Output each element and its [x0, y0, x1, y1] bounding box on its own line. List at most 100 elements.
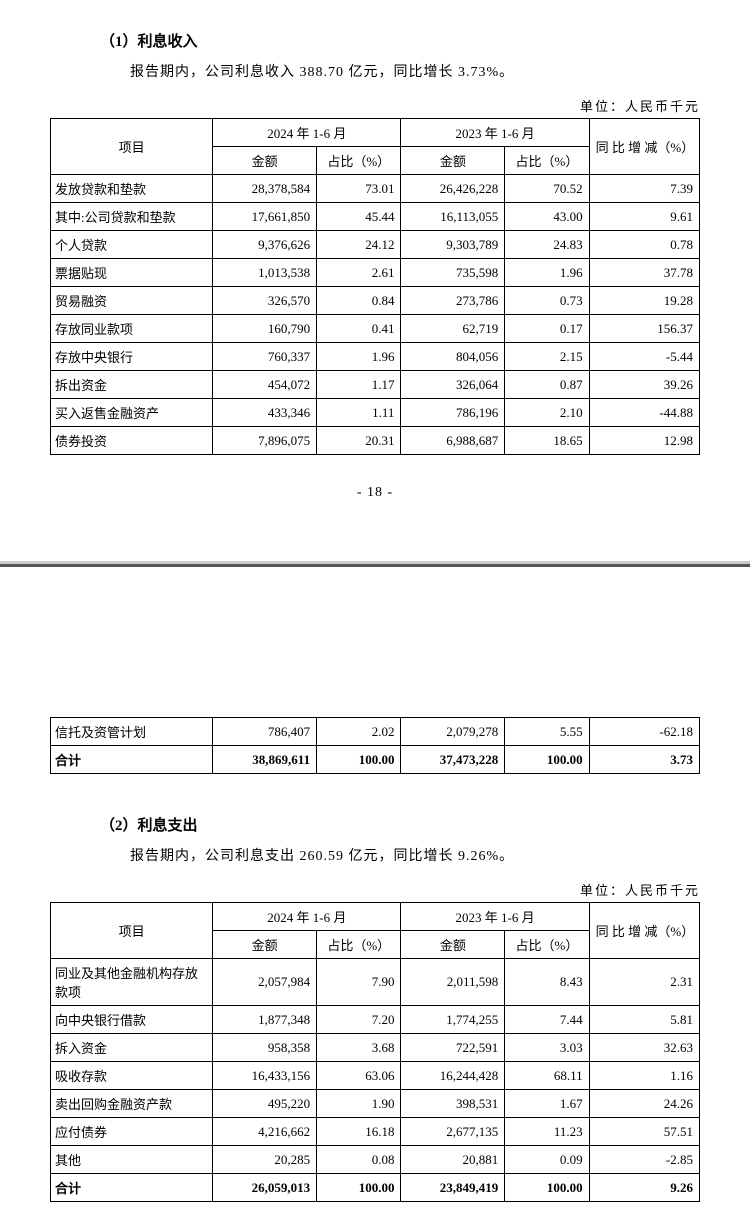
- cell-amt1: 1,877,348: [213, 1006, 317, 1034]
- page-top: （1）利息收入 报告期内，公司利息收入 388.70 亿元，同比增长 3.73%…: [0, 0, 750, 531]
- cell-amt1: 20,285: [213, 1146, 317, 1174]
- section2-unit: 单位：人民币千元: [50, 880, 700, 899]
- cell-pct2: 100.00: [505, 1174, 589, 1202]
- cell-pct1: 2.61: [317, 259, 401, 287]
- cell-delta: 9.26: [589, 1174, 699, 1202]
- cell-amt2: 2,011,598: [401, 959, 505, 1006]
- cell-amt2: 16,113,055: [401, 203, 505, 231]
- cell-amt1: 160,790: [213, 315, 317, 343]
- cell-name: 存放同业款项: [51, 315, 213, 343]
- cell-amt2: 23,849,419: [401, 1174, 505, 1202]
- cell-name: 向中央银行借款: [51, 1006, 213, 1034]
- th2-amt2: 金额: [401, 931, 505, 959]
- table1-body: 发放贷款和垫款28,378,58473.0126,426,22870.527.3…: [51, 175, 700, 455]
- th-item: 项目: [51, 119, 213, 175]
- cell-amt1: 1,013,538: [213, 259, 317, 287]
- th-period1: 2024 年 1-6 月: [213, 119, 401, 147]
- cell-amt1: 2,057,984: [213, 959, 317, 1006]
- cell-amt1: 9,376,626: [213, 231, 317, 259]
- table1: 项目 2024 年 1-6 月 2023 年 1-6 月 同 比 增 减（%） …: [50, 118, 700, 455]
- cell-pct1: 0.84: [317, 287, 401, 315]
- cell-pct1: 20.31: [317, 427, 401, 455]
- cell-delta: 39.26: [589, 371, 699, 399]
- cell-pct1: 16.18: [317, 1118, 401, 1146]
- cell-delta: 19.28: [589, 287, 699, 315]
- cell-pct1: 0.08: [317, 1146, 401, 1174]
- cell-amt2: 1,774,255: [401, 1006, 505, 1034]
- th-pct1: 占比（%）: [317, 147, 401, 175]
- table-row: 信托及资管计划786,4072.022,079,2785.55-62.18: [51, 718, 700, 746]
- cell-pct1: 45.44: [317, 203, 401, 231]
- th-delta: 同 比 增 减（%）: [589, 119, 699, 175]
- th2-period1: 2024 年 1-6 月: [213, 903, 401, 931]
- table2: 项目 2024 年 1-6 月 2023 年 1-6 月 同 比 增 减（%） …: [50, 902, 700, 1202]
- th2-delta: 同 比 增 减（%）: [589, 903, 699, 959]
- cell-amt2: 273,786: [401, 287, 505, 315]
- cell-pct2: 1.67: [505, 1090, 589, 1118]
- cell-name: 吸收存款: [51, 1062, 213, 1090]
- th2-pct2: 占比（%）: [505, 931, 589, 959]
- cell-delta: -62.18: [589, 718, 699, 746]
- table-row: 存放中央银行760,3371.96804,0562.15-5.44: [51, 343, 700, 371]
- table2-body: 同业及其他金融机构存放款项2,057,9847.902,011,5988.432…: [51, 959, 700, 1202]
- cell-pct2: 3.03: [505, 1034, 589, 1062]
- cell-amt2: 6,988,687: [401, 427, 505, 455]
- cell-name: 信托及资管计划: [51, 718, 213, 746]
- cell-delta: -2.85: [589, 1146, 699, 1174]
- th2-item: 项目: [51, 903, 213, 959]
- section2-title: （2）利息支出: [100, 814, 700, 835]
- cell-pct1: 100.00: [317, 746, 401, 774]
- cell-delta: -44.88: [589, 399, 699, 427]
- cell-pct2: 0.09: [505, 1146, 589, 1174]
- page-bottom: 信托及资管计划786,4072.022,079,2785.55-62.18合计3…: [0, 567, 750, 1232]
- table1-cont-body: 信托及资管计划786,4072.022,079,2785.55-62.18合计3…: [51, 718, 700, 774]
- cell-pct1: 7.20: [317, 1006, 401, 1034]
- cell-delta: 57.51: [589, 1118, 699, 1146]
- cell-amt2: 804,056: [401, 343, 505, 371]
- cell-amt1: 4,216,662: [213, 1118, 317, 1146]
- table-row: 债券投资7,896,07520.316,988,68718.6512.98: [51, 427, 700, 455]
- cell-delta: 37.78: [589, 259, 699, 287]
- cell-pct2: 18.65: [505, 427, 589, 455]
- table-row: 拆入资金958,3583.68722,5913.0332.63: [51, 1034, 700, 1062]
- cell-amt1: 16,433,156: [213, 1062, 317, 1090]
- cell-amt2: 26,426,228: [401, 175, 505, 203]
- table1-cont: 信托及资管计划786,4072.022,079,2785.55-62.18合计3…: [50, 717, 700, 774]
- table-row: 买入返售金融资产433,3461.11786,1962.10-44.88: [51, 399, 700, 427]
- table-row: 卖出回购金融资产款495,2201.90398,5311.6724.26: [51, 1090, 700, 1118]
- cell-delta: 12.98: [589, 427, 699, 455]
- cell-delta: 156.37: [589, 315, 699, 343]
- cell-pct2: 8.43: [505, 959, 589, 1006]
- cell-amt1: 7,896,075: [213, 427, 317, 455]
- cell-amt2: 326,064: [401, 371, 505, 399]
- cell-amt1: 26,059,013: [213, 1174, 317, 1202]
- cell-amt1: 760,337: [213, 343, 317, 371]
- table-row: 同业及其他金融机构存放款项2,057,9847.902,011,5988.432…: [51, 959, 700, 1006]
- cell-pct2: 24.83: [505, 231, 589, 259]
- cell-pct2: 2.10: [505, 399, 589, 427]
- cell-pct1: 1.90: [317, 1090, 401, 1118]
- table-row: 票据贴现1,013,5382.61735,5981.9637.78: [51, 259, 700, 287]
- table-row: 其他20,2850.0820,8810.09-2.85: [51, 1146, 700, 1174]
- cell-amt2: 62,719: [401, 315, 505, 343]
- cell-amt2: 722,591: [401, 1034, 505, 1062]
- th2-pct1: 占比（%）: [317, 931, 401, 959]
- table-row: 其中:公司贷款和垫款17,661,85045.4416,113,05543.00…: [51, 203, 700, 231]
- cell-delta: 32.63: [589, 1034, 699, 1062]
- cell-name: 合计: [51, 1174, 213, 1202]
- cell-amt2: 20,881: [401, 1146, 505, 1174]
- table-row: 存放同业款项160,7900.4162,7190.17156.37: [51, 315, 700, 343]
- cell-pct1: 1.17: [317, 371, 401, 399]
- cell-pct2: 7.44: [505, 1006, 589, 1034]
- cell-name: 拆出资金: [51, 371, 213, 399]
- page-number: - 18 -: [50, 485, 700, 501]
- cell-pct1: 24.12: [317, 231, 401, 259]
- total-row: 合计38,869,611100.0037,473,228100.003.73: [51, 746, 700, 774]
- th-pct2: 占比（%）: [505, 147, 589, 175]
- cell-amt2: 786,196: [401, 399, 505, 427]
- cell-amt1: 326,570: [213, 287, 317, 315]
- cell-pct2: 11.23: [505, 1118, 589, 1146]
- cell-amt2: 2,079,278: [401, 718, 505, 746]
- cell-pct1: 63.06: [317, 1062, 401, 1090]
- cell-pct2: 43.00: [505, 203, 589, 231]
